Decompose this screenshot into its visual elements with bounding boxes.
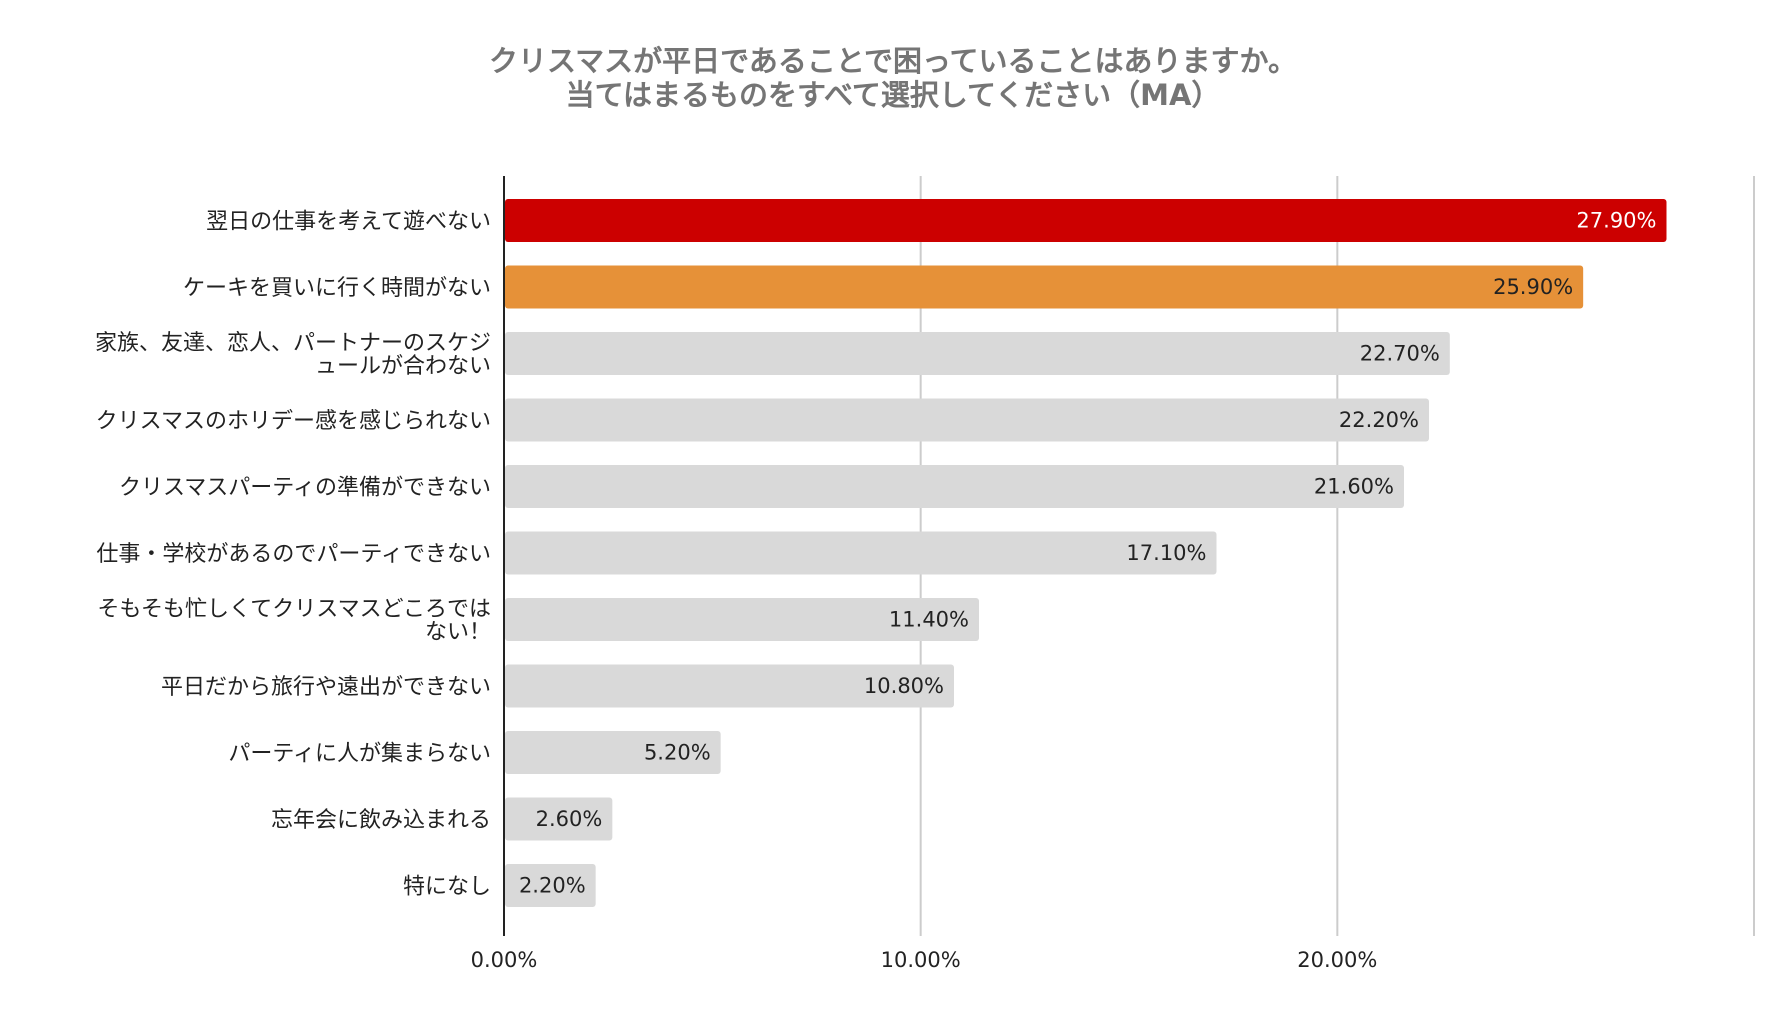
- bar: [505, 265, 1584, 309]
- chart-title-line-1: クリスマスが平日であることで困っていることはありますか。: [489, 44, 1297, 78]
- bar: [505, 199, 1667, 242]
- category-label: 特になし: [403, 875, 491, 900]
- bar: [505, 731, 721, 774]
- category-label: ケーキを買いに行く時間がない: [183, 276, 491, 301]
- category-labels: 翌日の仕事を考えて遊べないケーキを買いに行く時間がない家族、友達、恋人、パートナ…: [95, 210, 491, 900]
- bar: [505, 664, 954, 708]
- x-axis-ticks: 0.00% 10.00% 20.00%: [471, 948, 1378, 972]
- category-label: 家族、友達、恋人、パートナーのスケジ: [95, 331, 491, 356]
- value-label: 17.10%: [1126, 541, 1206, 565]
- value-label: 22.70%: [1360, 342, 1440, 366]
- category-label: クリスマスパーティの準備ができない: [119, 476, 491, 501]
- chart-title-line-2: 当てはまるものをすべて選択してください（MA）: [565, 78, 1221, 112]
- bar: [505, 398, 1429, 442]
- value-labels: 27.90% 25.90% 22.70% 22.20% 21.60% 17.10% 11.4…: [519, 209, 1657, 898]
- bar: [505, 864, 596, 907]
- value-label: 10.80%: [864, 674, 944, 698]
- value-label: 25.90%: [1493, 275, 1573, 299]
- value-label: 5.20%: [644, 741, 711, 765]
- category-label: そもそも忙しくてクリスマスどころでは: [97, 597, 491, 622]
- x-tick-label: 20.00%: [1297, 948, 1377, 972]
- category-label: 平日だから旅行や遠出ができない: [161, 675, 491, 700]
- bar: [505, 531, 1217, 575]
- x-tick-label: 0.00%: [471, 948, 538, 972]
- category-label: クリスマスのホリデー感を感じられない: [96, 409, 491, 434]
- value-label: 2.60%: [536, 807, 603, 831]
- bar: [505, 332, 1450, 375]
- bar: [505, 465, 1404, 508]
- value-label: 27.90%: [1576, 209, 1656, 233]
- category-label: パーティに人が集まらない: [228, 742, 491, 767]
- category-label: 忘年会に飲み込まれる: [271, 808, 491, 833]
- category-label: 翌日の仕事を考えて遊べない: [206, 210, 491, 235]
- value-label: 21.60%: [1314, 475, 1394, 499]
- value-label: 2.20%: [519, 874, 586, 898]
- bars: [505, 199, 1667, 907]
- value-label: 22.20%: [1339, 408, 1419, 432]
- category-label: 仕事・学校があるのでパーティできない: [96, 542, 491, 567]
- bar: [505, 797, 613, 841]
- x-tick-label: 10.00%: [881, 948, 961, 972]
- category-label: ュールが合わない: [315, 354, 491, 379]
- bar: [505, 598, 979, 641]
- chart-title: クリスマスが平日であることで困っていることはありますか。 当てはまるものをすべて…: [0, 44, 1786, 112]
- value-label: 11.40%: [889, 608, 969, 632]
- category-label: ない！: [425, 620, 491, 645]
